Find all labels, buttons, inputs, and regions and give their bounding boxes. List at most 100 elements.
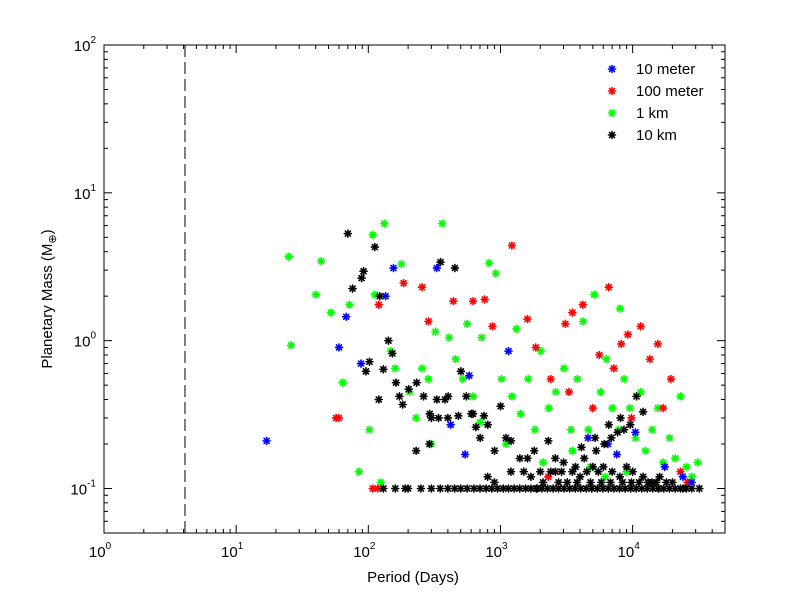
data-point — [507, 392, 517, 401]
data-point — [468, 392, 478, 401]
data-point — [666, 374, 676, 384]
data-point — [578, 300, 588, 310]
y-tick-label: 100 — [74, 331, 97, 351]
data-point — [490, 446, 499, 456]
data-point — [536, 467, 545, 476]
data-point — [391, 378, 401, 387]
data-point — [444, 333, 454, 342]
data-point — [638, 407, 648, 417]
data-point — [379, 219, 389, 228]
data-point — [613, 427, 622, 437]
data-point — [496, 401, 505, 411]
data-point — [599, 439, 609, 449]
data-point — [506, 436, 516, 446]
data-point — [600, 472, 610, 482]
data-point — [568, 446, 577, 456]
x-axis-label: Period (Days) — [367, 569, 459, 586]
data-point — [443, 484, 453, 493]
data-point — [488, 322, 497, 331]
data-point — [559, 458, 568, 467]
data-point — [573, 374, 582, 384]
data-point — [551, 454, 560, 463]
legend-marker — [607, 86, 617, 96]
data-point — [609, 364, 619, 373]
data-point — [458, 374, 468, 384]
x-tick-label: 101 — [221, 541, 244, 561]
data-point — [643, 478, 653, 487]
data-point — [594, 467, 603, 476]
plot-border — [103, 44, 726, 534]
data-point — [566, 425, 576, 434]
data-point — [655, 472, 664, 482]
data-point — [427, 484, 436, 493]
data-point — [357, 273, 366, 283]
data-point — [462, 484, 472, 493]
data-point — [546, 374, 556, 384]
data-point — [379, 484, 388, 493]
y-axis-label-base: Planetary Mass (M — [39, 244, 56, 369]
data-point — [676, 484, 685, 493]
data-point — [354, 467, 364, 476]
data-point — [286, 341, 296, 350]
data-point — [584, 425, 593, 434]
data-point — [515, 454, 525, 463]
data-point — [384, 336, 393, 345]
data-point — [682, 462, 691, 472]
data-point — [436, 257, 445, 267]
y-tick-label: 101 — [74, 183, 97, 203]
data-point — [533, 484, 542, 493]
data-point — [653, 403, 663, 413]
data-point — [523, 374, 533, 384]
data-point — [653, 484, 663, 493]
data-point — [497, 374, 506, 384]
data-point — [431, 327, 440, 336]
data-point — [468, 296, 478, 306]
data-point — [370, 242, 380, 252]
data-point — [469, 484, 479, 493]
plot-area — [103, 44, 726, 534]
data-point — [516, 409, 525, 419]
data-point — [579, 454, 589, 463]
data-point — [632, 392, 641, 401]
data-point — [619, 374, 629, 384]
data-point — [411, 413, 421, 423]
data-point — [443, 413, 453, 423]
data-point — [538, 478, 548, 487]
data-point — [493, 484, 502, 493]
data-point — [551, 387, 561, 397]
data-point — [454, 411, 463, 421]
data-point — [316, 256, 326, 266]
legend-label: 100 meter — [636, 83, 704, 100]
data-point — [400, 484, 410, 493]
data-point — [311, 290, 321, 299]
x-tick-label: 103 — [485, 541, 508, 561]
data-point — [462, 319, 472, 329]
data-point — [374, 395, 384, 404]
data-point — [262, 436, 271, 446]
data-point — [440, 395, 450, 404]
data-point — [607, 433, 616, 443]
data-point — [334, 413, 344, 423]
data-point — [471, 422, 481, 432]
data-point — [365, 425, 374, 434]
y-axis-label: Planetary Mass (M⊕) — [39, 229, 59, 368]
data-point — [483, 472, 492, 482]
data-point — [604, 484, 613, 493]
data-point — [607, 467, 617, 476]
data-point — [404, 384, 413, 394]
data-point — [419, 392, 428, 401]
data-point — [526, 472, 536, 482]
data-point — [590, 433, 600, 443]
data-point — [670, 454, 680, 463]
data-point — [435, 484, 445, 493]
data-point — [361, 367, 371, 376]
data-point — [512, 324, 521, 334]
data-point — [551, 467, 560, 476]
data-point — [451, 354, 460, 364]
data-point — [529, 446, 539, 456]
data-point — [678, 472, 688, 482]
data-point — [615, 304, 625, 313]
data-point — [623, 330, 633, 339]
legend-marker — [607, 108, 617, 118]
data-point — [538, 458, 548, 467]
